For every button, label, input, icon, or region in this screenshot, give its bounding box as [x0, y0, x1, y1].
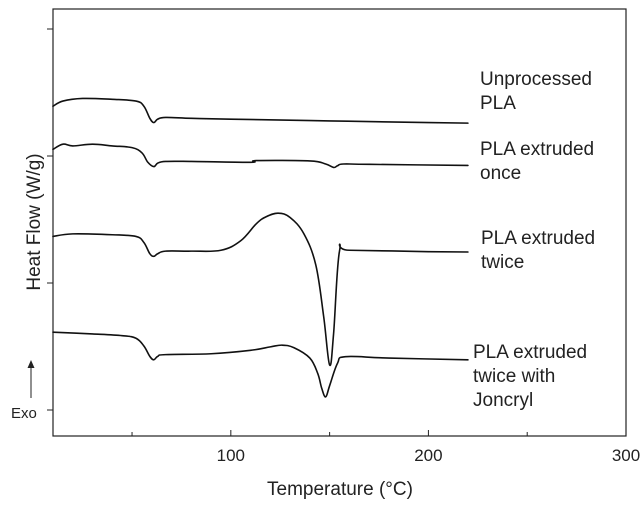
curve-labels: Unprocessed PLA PLA extruded once PLA extrud…	[473, 69, 595, 411]
exo-indicator: Exo	[11, 360, 37, 422]
series-label: Joncryl	[473, 390, 533, 411]
series-line	[52, 143, 469, 169]
x-tick-label: 200	[414, 446, 442, 465]
x-tick-label: 300	[612, 446, 640, 465]
series-label: twice	[481, 252, 524, 273]
plot-frame	[52, 8, 627, 437]
series-label: PLA extruded	[473, 342, 587, 363]
exo-arrow-head-icon	[27, 360, 35, 368]
y-axis-ticks	[47, 28, 53, 411]
series-label: once	[480, 163, 521, 184]
series-label: PLA extruded	[481, 228, 595, 249]
series-label: twice with	[473, 366, 555, 387]
curves	[52, 97, 469, 398]
x-tick-label: 100	[217, 446, 245, 465]
series-label: PLA extruded	[480, 139, 594, 160]
exo-label: Exo	[11, 405, 37, 422]
series-label: Unprocessed	[480, 69, 592, 90]
x-axis-ticks: 100 200 300	[131, 430, 640, 465]
series-line	[52, 97, 469, 124]
y-axis-title: Heat Flow (W/g)	[24, 153, 45, 290]
series-label: PLA	[480, 93, 516, 114]
x-axis-title: Temperature (°C)	[267, 479, 413, 500]
series-line	[52, 331, 469, 398]
series-line	[52, 212, 469, 367]
